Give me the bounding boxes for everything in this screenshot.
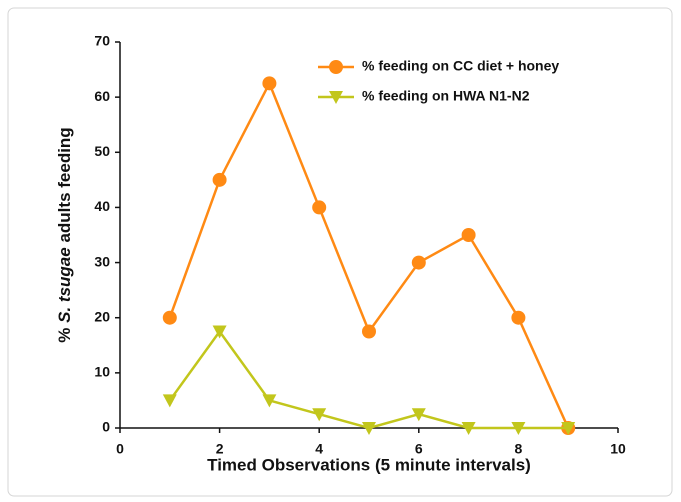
data-point [362, 422, 376, 435]
data-point [162, 310, 177, 325]
data-point [262, 76, 277, 91]
y-tick-label: 60 [94, 88, 110, 104]
data-point [511, 422, 526, 435]
y-tick-label: 20 [94, 308, 110, 324]
data-point [511, 310, 526, 325]
data-point [362, 324, 376, 339]
data-point [411, 408, 426, 422]
x-tick-label: 0 [116, 441, 124, 457]
data-point [461, 422, 476, 435]
data-point [312, 200, 327, 215]
y-label-part: S. tsugae [55, 247, 74, 323]
legend-marker [329, 60, 343, 74]
x-tick-label: 10 [610, 441, 626, 457]
data-point [561, 422, 576, 435]
x-tick-label: 2 [216, 441, 224, 457]
y-tick-label: 10 [94, 364, 110, 380]
x-tick-label: 4 [315, 441, 323, 457]
data-point [461, 228, 476, 242]
data-point [212, 172, 227, 187]
y-axis-label: % S. tsugae adults feeding [55, 127, 74, 342]
y-tick-label: 0 [102, 419, 110, 435]
y-tick-label: 30 [94, 253, 110, 269]
data-point [212, 325, 227, 339]
y-tick-label: 70 [94, 33, 110, 49]
y-label-part: adults feeding [55, 127, 74, 247]
y-label-part: % [55, 323, 74, 343]
legend-label: % feeding on CC diet + honey [362, 58, 559, 74]
x-axis-label: Timed Observations (5 minute intervals) [207, 455, 531, 474]
data-point [312, 408, 327, 422]
x-tick-label: 8 [515, 441, 523, 457]
legend-marker [329, 91, 343, 104]
frame [7, 7, 673, 497]
y-tick-label: 40 [94, 198, 110, 214]
legend-label: % feeding on HWA N1-N2 [362, 88, 530, 104]
y-tick-label: 50 [94, 143, 110, 159]
x-tick-label: 6 [415, 441, 423, 457]
data-point [162, 394, 177, 408]
data-point [411, 255, 426, 270]
data-point [262, 394, 277, 408]
